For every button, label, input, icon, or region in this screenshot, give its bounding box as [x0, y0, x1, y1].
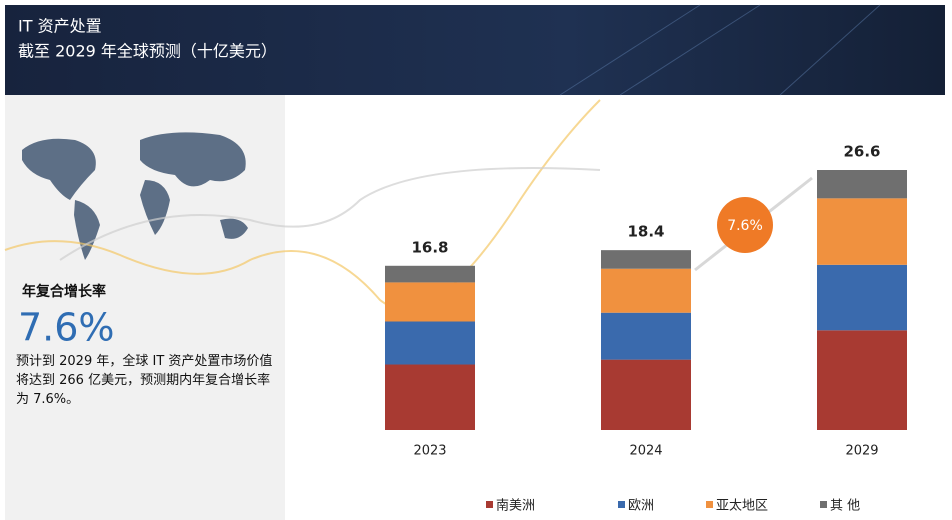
legend-label: 其 他 — [830, 499, 860, 514]
bar-segment — [817, 170, 907, 199]
subtitle: 截至 2029 年全球预测（十亿美元） — [18, 42, 277, 61]
x-tick-label: 2024 — [629, 444, 662, 459]
legend-swatch — [486, 501, 493, 508]
x-tick-label: 2023 — [413, 444, 446, 459]
total-label: 16.8 — [411, 238, 448, 256]
decorative-curve — [59, 167, 601, 261]
bar-segment — [601, 268, 691, 313]
title: IT 资产处置 — [18, 17, 102, 36]
decorative-curve — [4, 99, 601, 310]
growth-badge-circle — [717, 197, 773, 253]
total-label: 18.4 — [627, 223, 664, 241]
cagr-value: 7.6% — [18, 306, 115, 350]
growth-badge: 7.6% — [727, 218, 763, 234]
bar-segment — [817, 198, 907, 265]
legend-swatch — [618, 501, 625, 508]
legend-label: 南美洲 — [496, 498, 535, 514]
header-decoration — [559, 4, 881, 96]
legend-label: 欧洲 — [628, 499, 654, 514]
bar-segment — [385, 265, 475, 283]
bar-segment — [601, 359, 691, 430]
bar-segment — [601, 312, 691, 360]
bar-segment — [385, 321, 475, 365]
bar-segment — [601, 250, 691, 269]
x-tick-label: 2029 — [845, 444, 878, 459]
bar-segment — [385, 364, 475, 430]
cagr-label: 年复合增长率 — [22, 283, 106, 300]
legend-label: 亚太地区 — [716, 499, 768, 514]
total-label: 26.6 — [843, 143, 880, 161]
bar-segment — [817, 264, 907, 331]
bar-segment — [817, 330, 907, 430]
description: 预计到 2029 年，全球 IT 资产处置市场价值将达到 266 亿美元，预测期… — [16, 354, 273, 407]
header-band — [5, 5, 945, 95]
legend-swatch — [820, 501, 827, 508]
world-map — [22, 132, 248, 260]
bar-segment — [385, 282, 475, 322]
legend-swatch — [706, 501, 713, 508]
